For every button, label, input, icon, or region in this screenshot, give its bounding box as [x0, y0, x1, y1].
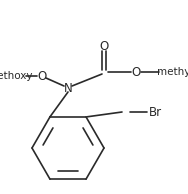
Text: O: O: [131, 66, 141, 79]
Text: O: O: [37, 69, 47, 82]
Text: methoxy: methoxy: [0, 71, 33, 81]
Text: O: O: [99, 40, 109, 53]
Text: N: N: [64, 81, 72, 94]
Text: Br: Br: [149, 106, 161, 119]
Text: methyl: methyl: [157, 67, 188, 77]
